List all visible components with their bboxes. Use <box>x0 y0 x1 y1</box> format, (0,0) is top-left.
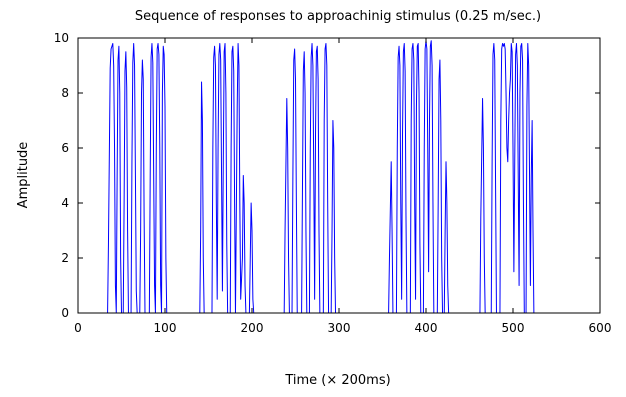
y-axis-label: Amplitude <box>16 142 31 209</box>
y-tick-label: 6 <box>61 141 69 155</box>
x-tick-label: 0 <box>74 321 82 335</box>
x-tick-label: 500 <box>502 321 525 335</box>
y-tick-label: 8 <box>61 86 69 100</box>
y-tick-label: 10 <box>54 31 69 45</box>
y-axis: 0 2 4 6 8 10 <box>54 31 600 320</box>
chart-title: Sequence of responses to approachinig st… <box>135 9 541 24</box>
series-layer <box>77 40 601 314</box>
x-tick-label: 400 <box>415 321 438 335</box>
x-tick-label: 600 <box>589 321 612 335</box>
x-tick-label: 200 <box>241 321 264 335</box>
x-axis-label: Time (× 200ms) <box>284 373 390 388</box>
y-tick-label: 4 <box>61 196 69 210</box>
series-line-1 <box>77 40 601 314</box>
y-tick-label: 0 <box>61 306 69 320</box>
y-tick-label: 2 <box>61 251 69 265</box>
x-axis: 0 100 200 300 400 500 600 <box>74 38 611 335</box>
x-tick-label: 300 <box>328 321 351 335</box>
x-tick-label: 100 <box>154 321 177 335</box>
